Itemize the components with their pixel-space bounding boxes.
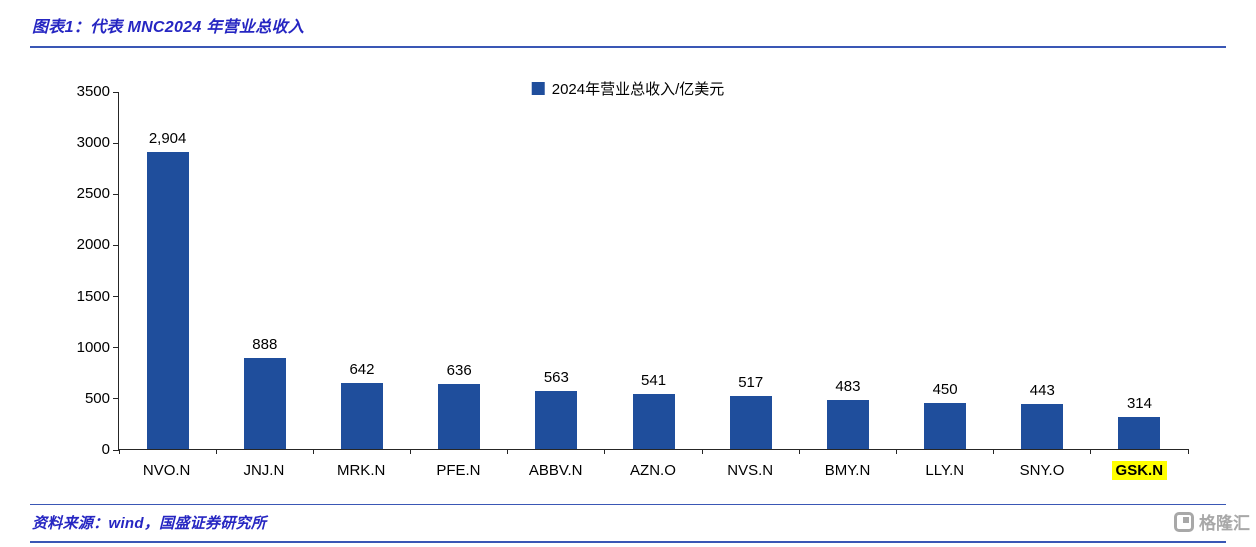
bar-value-label: 541 xyxy=(641,371,667,389)
y-axis-tick xyxy=(113,91,119,93)
x-axis-tick xyxy=(507,449,509,454)
bar-GSK.N: 314 xyxy=(1118,395,1161,449)
legend-swatch xyxy=(531,82,545,95)
bar-slot: 636 xyxy=(411,92,508,449)
x-tick-label: MRK.N xyxy=(336,462,386,479)
y-axis-tick xyxy=(113,449,119,451)
x-axis-tick xyxy=(701,449,703,454)
bar-MRK.N: 642 xyxy=(340,361,383,449)
x-tick-cell: NVS.N xyxy=(702,461,799,480)
y-tick-label: 2500 xyxy=(76,185,110,203)
x-axis-tick xyxy=(993,449,995,454)
x-axis-tick xyxy=(118,449,120,454)
bar-value-label: 2,904 xyxy=(148,129,187,147)
bar-slot: 563 xyxy=(508,92,605,449)
y-tick-label: 3500 xyxy=(76,83,110,100)
legend-label: 2024年营业总收入/亿美元 xyxy=(551,81,725,98)
y-tick-label: 2000 xyxy=(76,236,110,254)
y-axis-tick xyxy=(113,398,119,400)
x-tick-label: BMY.N xyxy=(824,462,871,479)
x-tick-cell: SNY.O xyxy=(993,461,1090,480)
bar-value-label: 888 xyxy=(252,336,278,354)
bar-slot: 888 xyxy=(216,92,313,449)
bar-value-label: 563 xyxy=(543,369,569,387)
x-axis-tick xyxy=(1187,449,1189,454)
y-axis-tick xyxy=(113,347,119,349)
bar-AZN.O: 541 xyxy=(632,372,675,449)
footer-divider-line xyxy=(30,504,1226,505)
bar-value-label: 636 xyxy=(446,361,472,379)
bar-slot: 450 xyxy=(897,92,994,449)
bottom-divider-line xyxy=(30,541,1226,543)
x-axis-tick xyxy=(1090,449,1092,454)
y-tick-label: 500 xyxy=(84,389,110,407)
bar-value-label: 314 xyxy=(1126,394,1152,412)
x-axis-tick xyxy=(895,449,897,454)
x-tick-cell: MRK.N xyxy=(313,461,410,480)
bar-JNJ.N: 888 xyxy=(243,336,286,449)
x-axis-tick xyxy=(798,449,800,454)
x-tick-label: AZN.O xyxy=(630,462,676,479)
x-tick-label: NVO.N xyxy=(142,462,191,479)
source-note: 资料来源：wind，国盛证券研究所 xyxy=(32,515,267,532)
x-tick-cell: PFE.N xyxy=(410,461,507,480)
bar-slot: 2,904 xyxy=(119,92,216,449)
bar-BMY.N: 483 xyxy=(826,378,869,449)
bar-LLY.N: 450 xyxy=(924,381,967,449)
bar-slot: 642 xyxy=(313,92,410,449)
bar-slot: 517 xyxy=(702,92,799,449)
bar-value-label: 443 xyxy=(1029,381,1055,399)
y-tick-label: 3000 xyxy=(76,134,110,152)
x-tick-label: JNJ.N xyxy=(243,462,285,479)
x-tick-label: SNY.O xyxy=(1019,462,1065,479)
x-tick-cell: GSK.N xyxy=(1091,461,1188,480)
x-tick-label: GSK.N xyxy=(1111,461,1168,480)
watermark-label: 格隆汇 xyxy=(1199,514,1250,533)
bar-slot: 483 xyxy=(799,92,896,449)
bar-slot: 443 xyxy=(994,92,1091,449)
bar-PFE.N: 636 xyxy=(438,362,481,449)
y-axis-tick xyxy=(113,193,119,195)
bar-value-label: 483 xyxy=(835,377,861,395)
bar-slot: 314 xyxy=(1091,92,1188,449)
top-divider-line xyxy=(30,46,1226,48)
x-tick-cell: ABBV.N xyxy=(507,461,604,480)
x-axis-tick xyxy=(604,449,606,454)
gelonghui-logo-icon xyxy=(1174,511,1194,532)
x-tick-label: ABBV.N xyxy=(528,462,583,479)
gelonghui-watermark: 格隆汇 xyxy=(1174,509,1250,534)
y-tick-label: 1000 xyxy=(76,338,110,356)
x-axis-tick xyxy=(312,449,314,454)
bar-ABBV.N: 563 xyxy=(535,369,578,449)
y-axis-tick xyxy=(113,296,119,298)
x-axis-labels: NVO.N JNJ.N MRK.N PFE.N ABBV.N AZN.O NVS.N BMY.… xyxy=(118,461,1188,480)
x-tick-cell: LLY.N xyxy=(896,461,993,480)
x-axis-tick xyxy=(410,449,412,454)
y-axis-tick xyxy=(113,142,119,144)
chart-legend: 2024年营业总收入/亿美元 xyxy=(531,78,725,99)
y-tick-label: 0 xyxy=(101,441,110,458)
bar-value-label: 517 xyxy=(738,374,764,392)
x-tick-label: LLY.N xyxy=(925,462,965,479)
y-tick-label: 1500 xyxy=(76,287,110,305)
x-tick-label: NVS.N xyxy=(727,462,774,479)
bar-slot: 541 xyxy=(605,92,702,449)
figure-title: 图表1：代表 MNC2024 年营业总收入 xyxy=(32,19,305,36)
bars-row: 2,904 888 642 636 563 541 517 483 450 443 314 xyxy=(119,92,1188,449)
bar-value-label: 642 xyxy=(349,361,375,379)
bar-value-label: 450 xyxy=(932,380,958,398)
bar-NVO.N: 2,904 xyxy=(146,130,189,449)
x-tick-cell: JNJ.N xyxy=(215,461,312,480)
plot-area: 2,904 888 642 636 563 541 517 483 450 443 314 0 500… xyxy=(77,83,1189,458)
x-tick-cell: BMY.N xyxy=(799,461,896,480)
y-axis-tick xyxy=(113,244,119,246)
x-tick-label: PFE.N xyxy=(436,462,481,479)
x-tick-cell: NVO.N xyxy=(118,461,215,480)
bar-SNY.O: 443 xyxy=(1021,382,1064,449)
x-tick-cell: AZN.O xyxy=(604,461,701,480)
x-axis-tick xyxy=(215,449,217,454)
bar-NVS.N: 517 xyxy=(729,374,772,449)
